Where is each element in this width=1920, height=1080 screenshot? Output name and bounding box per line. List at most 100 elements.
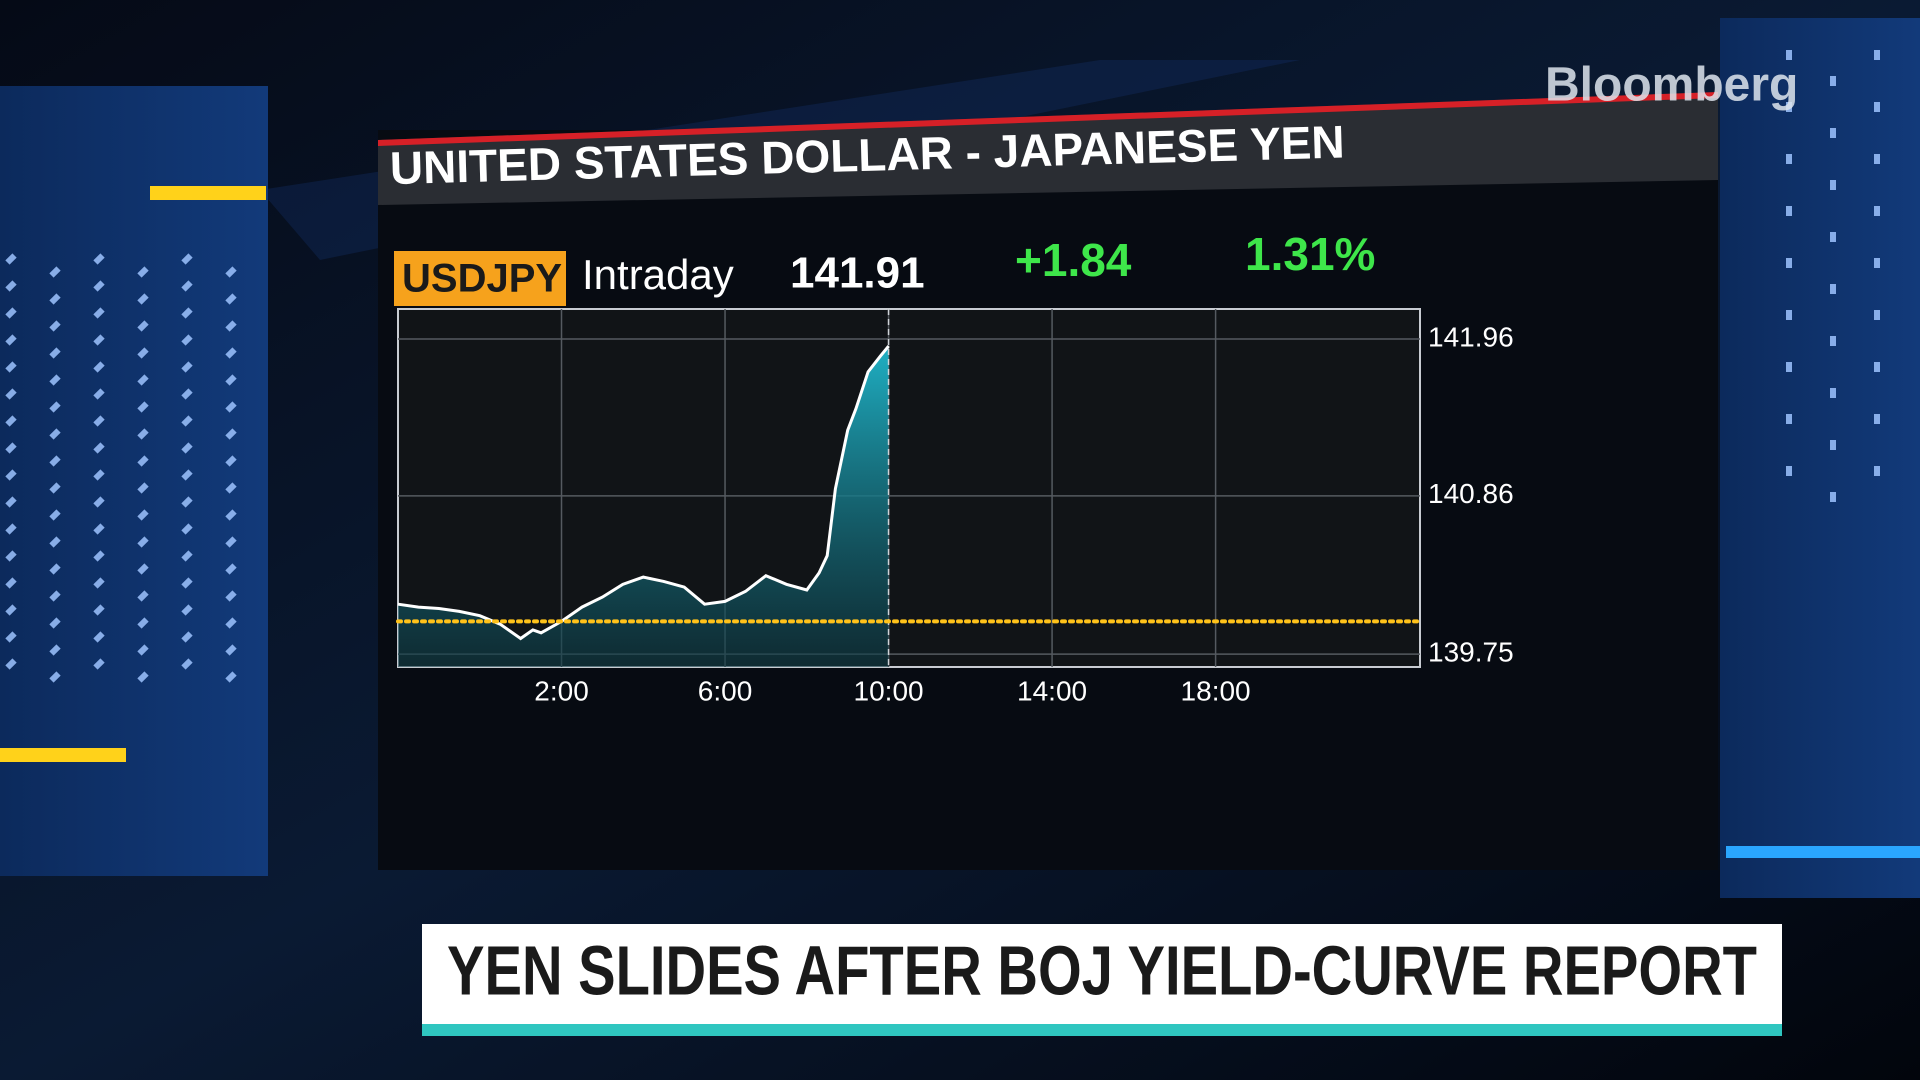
dot bbox=[137, 509, 149, 521]
right-panel bbox=[1720, 18, 1920, 898]
dot bbox=[49, 617, 61, 629]
dot bbox=[1874, 102, 1880, 112]
dot bbox=[181, 496, 193, 508]
dot bbox=[93, 415, 105, 427]
dot bbox=[5, 442, 17, 454]
dot bbox=[137, 455, 149, 467]
brand-logo: Bloomberg bbox=[1545, 59, 1798, 112]
dot bbox=[1786, 310, 1792, 320]
dot bbox=[1874, 258, 1880, 268]
title-bar bbox=[378, 92, 1718, 205]
dot bbox=[1786, 414, 1792, 424]
dot bbox=[1830, 492, 1836, 502]
dot bbox=[225, 428, 237, 440]
symbol: USDJPY bbox=[402, 257, 562, 301]
dot bbox=[5, 469, 17, 481]
dot bbox=[137, 617, 149, 629]
dot bbox=[137, 671, 149, 683]
dot bbox=[181, 442, 193, 454]
dot bbox=[225, 644, 237, 656]
dot bbox=[93, 550, 105, 562]
dot bbox=[49, 482, 61, 494]
dot bbox=[225, 374, 237, 386]
dot bbox=[5, 496, 17, 508]
dot bbox=[137, 428, 149, 440]
dot bbox=[225, 563, 237, 575]
headline-stripe bbox=[422, 1024, 1782, 1036]
dot bbox=[5, 388, 17, 400]
dot bbox=[1874, 310, 1880, 320]
dot bbox=[49, 320, 61, 332]
dot bbox=[5, 577, 17, 589]
dot bbox=[49, 455, 61, 467]
dot bbox=[1786, 102, 1792, 112]
left-panel bbox=[0, 86, 268, 876]
dot bbox=[137, 401, 149, 413]
dot bbox=[49, 428, 61, 440]
dot bbox=[1874, 154, 1880, 164]
dot bbox=[181, 361, 193, 373]
dot bbox=[5, 550, 17, 562]
dot bbox=[1830, 128, 1836, 138]
dot bbox=[1830, 76, 1836, 86]
dot bbox=[49, 536, 61, 548]
dot bbox=[49, 644, 61, 656]
dot bbox=[225, 320, 237, 332]
dot bbox=[5, 658, 17, 670]
dot bbox=[49, 509, 61, 521]
dot bbox=[1874, 414, 1880, 424]
dot bbox=[93, 469, 105, 481]
dot bbox=[1874, 466, 1880, 476]
dot bbox=[225, 590, 237, 602]
x-tick-label: 6:00 bbox=[698, 675, 753, 706]
dot bbox=[137, 590, 149, 602]
yellow-accent bbox=[0, 748, 126, 762]
dot bbox=[93, 361, 105, 373]
dot bbox=[93, 307, 105, 319]
dot bbox=[93, 280, 105, 292]
dot bbox=[1830, 180, 1836, 190]
dot bbox=[181, 631, 193, 643]
plot: 139.75 140.86 141.96 2:00 6:00 10:00 14:00 18:0… bbox=[396, 308, 1514, 706]
dot bbox=[225, 482, 237, 494]
y-tick-label: 141.96 bbox=[1428, 321, 1514, 352]
dot bbox=[137, 536, 149, 548]
dot bbox=[5, 334, 17, 346]
dot bbox=[1786, 466, 1792, 476]
dot bbox=[1874, 206, 1880, 216]
dot bbox=[1786, 206, 1792, 216]
dot bbox=[225, 536, 237, 548]
headline: YEN SLIDES AFTER BOJ YIELD-CURVE REPORT bbox=[447, 931, 1757, 1009]
dot bbox=[1786, 258, 1792, 268]
dot bbox=[93, 496, 105, 508]
yellow-accent bbox=[150, 186, 266, 200]
dot bbox=[93, 388, 105, 400]
dot bbox=[181, 577, 193, 589]
dot bbox=[93, 658, 105, 670]
title-bar-red bbox=[378, 92, 1718, 146]
dot bbox=[181, 334, 193, 346]
dot bbox=[1830, 232, 1836, 242]
dot bbox=[225, 293, 237, 305]
y-tick-label: 139.75 bbox=[1428, 637, 1514, 668]
dot bbox=[5, 361, 17, 373]
last-price: 141.91 bbox=[790, 249, 925, 298]
y-tick-label: 140.86 bbox=[1428, 478, 1514, 509]
dot bbox=[49, 347, 61, 359]
x-tick-label: 10:00 bbox=[854, 675, 924, 706]
dot bbox=[93, 442, 105, 454]
dot bbox=[1786, 362, 1792, 372]
dot bbox=[93, 631, 105, 643]
dot bbox=[93, 604, 105, 616]
dot bbox=[1830, 284, 1836, 294]
dot bbox=[181, 550, 193, 562]
dot bbox=[137, 374, 149, 386]
dot bbox=[225, 347, 237, 359]
dot bbox=[49, 401, 61, 413]
dot bbox=[5, 415, 17, 427]
change-pct: 1.31% bbox=[1245, 228, 1375, 280]
dot bbox=[1786, 154, 1792, 164]
dot bbox=[93, 577, 105, 589]
dot bbox=[1830, 388, 1836, 398]
dot bbox=[93, 334, 105, 346]
